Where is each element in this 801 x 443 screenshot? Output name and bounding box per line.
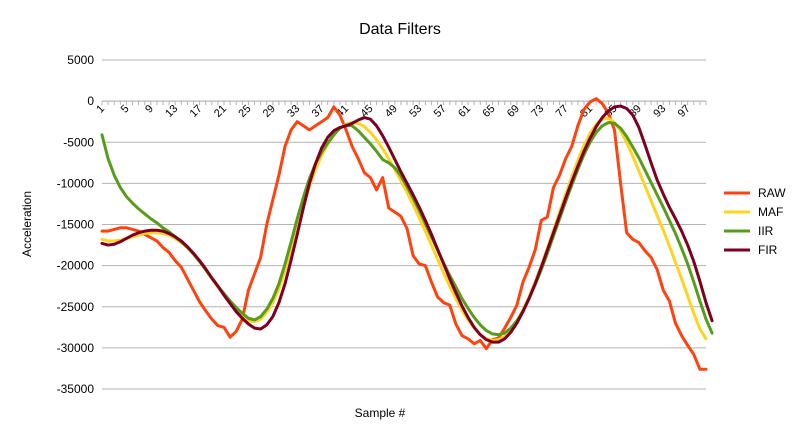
series-line-fir [100,104,714,344]
x-tick-label: 49 [383,103,400,120]
x-tick-label: 97 [676,103,693,120]
y-tick-label: 5000 [67,53,94,67]
y-tick-label: -30000 [57,341,95,355]
series-line-raw [100,97,708,371]
x-tick-label: 65 [480,103,497,120]
x-tick-label: 33 [285,103,302,120]
legend-label-maf: MAF [758,205,783,219]
x-axis-label: Sample # [355,406,406,420]
y-tick-label: -5000 [63,135,94,149]
y-tick-label: -20000 [57,259,95,273]
series-layer [100,97,714,371]
x-tick-label: 93 [651,103,668,120]
x-tick-label: 53 [407,103,424,120]
x-tick-label: 29 [261,103,278,120]
x-tick-label: 69 [505,103,522,120]
y-axis-label: Acceleration [20,191,34,257]
y-axis-tick-labels: 5000 0 -5000 -10000 -15000 -20000 -25000 -30000… [57,53,95,396]
legend-label-iir: IIR [758,224,774,238]
x-tick-label: 17 [188,103,205,120]
x-tick-label: 5 [119,103,132,116]
legend-label-fir: FIR [758,243,778,257]
x-tick-label: 13 [163,103,180,120]
y-tick-label: -10000 [57,176,95,190]
x-tick-label: 61 [456,103,473,120]
y-tick-label: -35000 [57,382,95,396]
x-tick-label: 25 [236,103,253,120]
x-tick-label: 1 [94,103,107,116]
y-tick-label: -15000 [57,218,95,232]
x-tick-label: 57 [432,103,449,120]
y-tick-label: 0 [87,94,94,108]
x-tick-label: 77 [554,103,571,120]
x-axis [101,100,707,106]
legend: RAW MAF IIR FIR [724,186,786,257]
y-tick-label: -25000 [57,300,95,314]
x-tick-label: 73 [529,103,546,120]
legend-label-raw: RAW [758,186,786,200]
chart-title: Data Filters [359,21,441,38]
x-tick-label: 21 [212,103,229,120]
x-tick-label: 37 [310,103,327,120]
x-tick-label: 9 [143,103,156,116]
